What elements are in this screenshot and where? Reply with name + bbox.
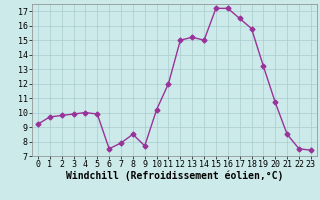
X-axis label: Windchill (Refroidissement éolien,°C): Windchill (Refroidissement éolien,°C) — [66, 171, 283, 181]
